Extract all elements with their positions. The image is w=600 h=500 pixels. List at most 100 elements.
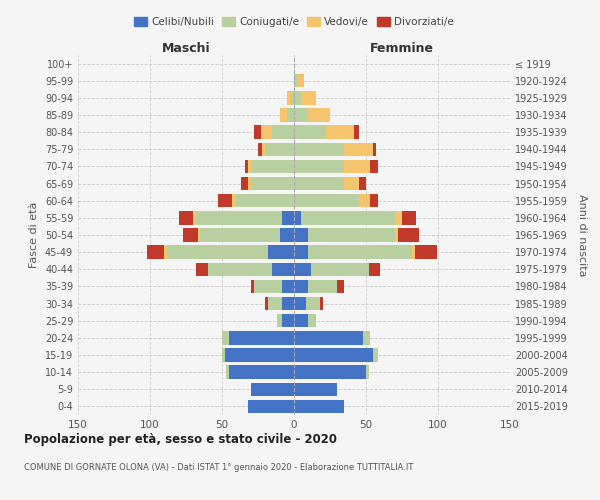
Bar [294, 331, 363, 344]
Bar [200, 228, 280, 241]
Bar [359, 194, 370, 207]
Bar [229, 366, 294, 379]
Bar [366, 366, 369, 379]
Bar [344, 142, 373, 156]
Bar [272, 126, 294, 139]
Bar [265, 297, 268, 310]
Bar [363, 331, 370, 344]
Bar [225, 348, 294, 362]
Y-axis label: Fasce di età: Fasce di età [29, 202, 39, 268]
Text: Maschi: Maschi [161, 42, 211, 55]
Bar [268, 297, 283, 310]
Bar [193, 211, 196, 224]
Bar [294, 400, 344, 413]
Bar [229, 331, 294, 344]
Bar [370, 160, 377, 173]
Bar [344, 177, 359, 190]
Bar [226, 366, 229, 379]
Bar [294, 108, 308, 122]
Text: COMUNE DI GORNATE OLONA (VA) - Dati ISTAT 1° gennaio 2020 - Elaborazione TUTTITA: COMUNE DI GORNATE OLONA (VA) - Dati ISTA… [24, 462, 413, 471]
Bar [294, 126, 326, 139]
Bar [294, 366, 366, 379]
Bar [251, 160, 294, 173]
Bar [280, 228, 294, 241]
Bar [251, 280, 254, 293]
Bar [164, 246, 167, 259]
Bar [415, 246, 437, 259]
Bar [359, 177, 366, 190]
Bar [294, 246, 308, 259]
Bar [287, 108, 294, 122]
Bar [412, 246, 415, 259]
Bar [294, 194, 359, 207]
Bar [294, 74, 297, 88]
Bar [222, 348, 225, 362]
Bar [265, 142, 294, 156]
Bar [373, 142, 376, 156]
Bar [308, 246, 412, 259]
Bar [294, 228, 308, 241]
Bar [308, 108, 330, 122]
Bar [294, 160, 344, 173]
Bar [251, 177, 294, 190]
Bar [308, 314, 316, 328]
Bar [245, 160, 248, 173]
Bar [291, 91, 294, 104]
Text: Femmine: Femmine [370, 42, 434, 55]
Bar [222, 331, 229, 344]
Bar [248, 177, 251, 190]
Y-axis label: Anni di nascita: Anni di nascita [577, 194, 587, 276]
Bar [272, 262, 294, 276]
Bar [197, 228, 200, 241]
Bar [280, 108, 287, 122]
Bar [373, 348, 377, 362]
Bar [248, 400, 294, 413]
Bar [308, 280, 337, 293]
Bar [308, 228, 395, 241]
Bar [337, 280, 344, 293]
Bar [208, 262, 272, 276]
Bar [167, 246, 268, 259]
Bar [283, 280, 294, 293]
Legend: Celibi/Nubili, Coniugati/e, Vedovi/e, Divorziati/e: Celibi/Nubili, Coniugati/e, Vedovi/e, Di… [130, 12, 458, 32]
Bar [369, 262, 380, 276]
Bar [294, 297, 305, 310]
Bar [320, 297, 323, 310]
Bar [294, 177, 344, 190]
Bar [305, 297, 320, 310]
Bar [248, 160, 251, 173]
Text: Popolazione per età, sesso e stato civile - 2020: Popolazione per età, sesso e stato civil… [24, 432, 337, 446]
Bar [294, 382, 337, 396]
Bar [311, 262, 369, 276]
Bar [355, 126, 359, 139]
Bar [254, 126, 261, 139]
Bar [179, 211, 193, 224]
Bar [294, 314, 308, 328]
Bar [196, 211, 283, 224]
Bar [294, 142, 344, 156]
Bar [261, 126, 272, 139]
Bar [294, 91, 301, 104]
Bar [398, 228, 419, 241]
Bar [294, 280, 308, 293]
Bar [402, 211, 416, 224]
Bar [294, 348, 373, 362]
Bar [395, 211, 402, 224]
Bar [370, 194, 377, 207]
Bar [218, 194, 232, 207]
Bar [262, 142, 265, 156]
Bar [294, 262, 311, 276]
Bar [241, 177, 248, 190]
Bar [283, 297, 294, 310]
Bar [283, 314, 294, 328]
Bar [183, 228, 197, 241]
Bar [147, 246, 164, 259]
Bar [268, 246, 294, 259]
Bar [301, 211, 395, 224]
Bar [277, 314, 283, 328]
Bar [297, 74, 304, 88]
Bar [326, 126, 355, 139]
Bar [287, 91, 291, 104]
Bar [283, 211, 294, 224]
Bar [254, 280, 283, 293]
